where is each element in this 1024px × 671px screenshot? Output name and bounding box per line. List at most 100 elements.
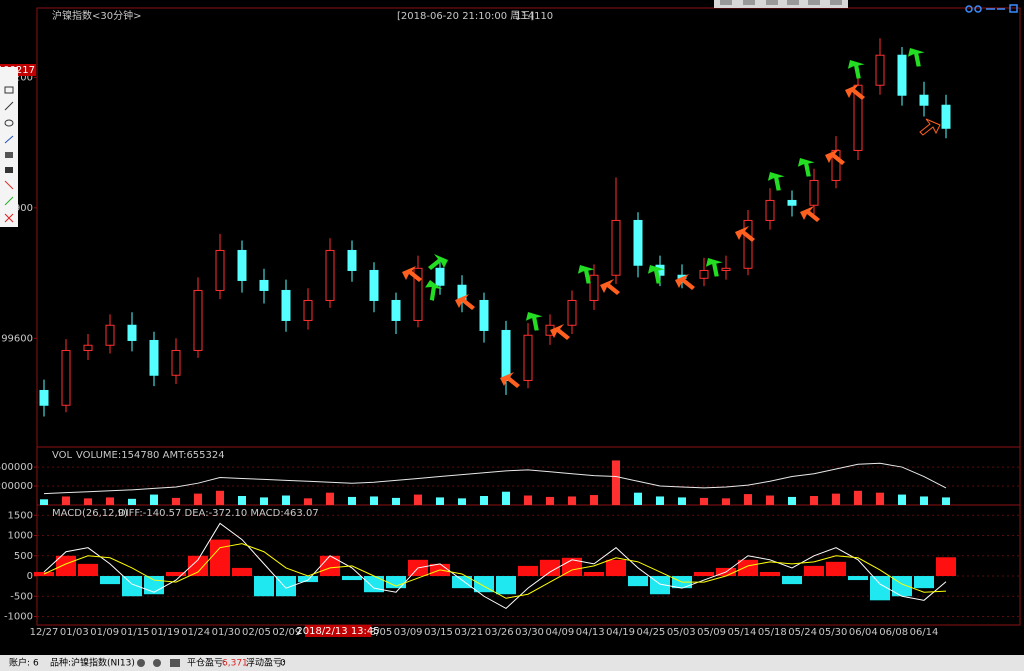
line-tool[interactable] (4, 101, 14, 111)
delete-tool[interactable] (4, 213, 14, 223)
volume-bar (612, 460, 620, 505)
volume-bar (480, 495, 488, 505)
account-label: 账户: (9, 657, 30, 669)
macd-bar (254, 576, 274, 597)
tool-button[interactable] (766, 0, 778, 5)
candle-body (391, 299, 401, 321)
tool-button[interactable] (720, 0, 732, 5)
buy-arrow (847, 60, 865, 79)
save-tool[interactable] (5, 167, 13, 173)
panel-title: MACD(26,12,9) (52, 508, 128, 519)
macd-bar (100, 576, 120, 585)
volume-bar (62, 496, 70, 505)
y-tick-label: 99600 (1, 333, 33, 344)
volume-bar (326, 492, 334, 505)
y-tick-label: 0 (27, 571, 33, 582)
x-tick-label: 01/30 (212, 627, 241, 638)
candle-body (413, 267, 423, 321)
x-tick-label: 02/09 (272, 627, 301, 638)
candle-body (501, 329, 511, 381)
volume-bar (744, 494, 752, 505)
volume-bar (150, 494, 158, 505)
zoom-out[interactable] (974, 5, 982, 13)
account[interactable]: 6 (33, 659, 39, 669)
candle-body (215, 249, 225, 291)
x-tick-label: 01/09 (90, 627, 119, 638)
crosshair-date: 2018/2/13 13:45 (296, 626, 379, 637)
volume-bar (656, 496, 664, 505)
sell-arrow (919, 118, 941, 136)
buy-arrow (797, 158, 815, 177)
volume-bar (172, 497, 180, 505)
float-pnl: 0 (280, 659, 286, 669)
candle-body (479, 299, 489, 331)
pen-tool[interactable] (4, 135, 14, 144)
macd-bar (782, 576, 802, 585)
minus-button[interactable] (137, 659, 145, 667)
volume-bar (128, 498, 136, 505)
tool-button[interactable] (808, 0, 820, 5)
volume-bar (722, 498, 730, 505)
volume-bar (678, 497, 686, 505)
crosshair-date-box (305, 625, 371, 637)
y-tick-label: -500 (10, 591, 33, 602)
sell-tool[interactable] (4, 180, 14, 190)
sell-arrow (845, 84, 865, 100)
macd-bar (474, 576, 494, 593)
tool-button[interactable] (830, 0, 842, 5)
macd-bar (386, 576, 406, 589)
candle-body (105, 324, 115, 346)
sell-arrow (500, 372, 520, 388)
candle-body (567, 299, 577, 326)
symbol[interactable]: 沪镍指数(NI13) (71, 657, 135, 669)
datetime: [2018-06-20 21:10:00 周三] (397, 10, 534, 22)
y-tick-label: 1000 (8, 531, 33, 542)
volume-bar (216, 490, 224, 505)
closed-pnl-label: 平仓盈亏: (187, 657, 226, 669)
macd-bar (694, 571, 714, 577)
buy-arrow (767, 172, 785, 191)
plus-button[interactable] (153, 659, 161, 667)
draw-toolbar (0, 67, 18, 227)
tool-button[interactable] (743, 0, 755, 5)
buy-tool[interactable] (4, 196, 14, 206)
sell-arrow (455, 294, 475, 310)
candle-body (171, 349, 181, 376)
macd-bar (848, 576, 868, 581)
x-tick-label: 05/24 (788, 627, 817, 638)
candle-body (347, 249, 357, 271)
restore[interactable] (1009, 4, 1018, 13)
macd-bar (122, 576, 142, 597)
candle-body (523, 334, 533, 381)
buy-arrow (525, 312, 543, 331)
zoom-in[interactable] (965, 5, 973, 13)
macd-bar (804, 565, 824, 577)
y-tick-label: 200000 (0, 481, 33, 492)
volume-bar (920, 496, 928, 505)
fill-tool[interactable] (5, 152, 13, 158)
chart-title: 沪镍指数<30分钟> (52, 9, 141, 22)
rect-tool[interactable] (4, 86, 14, 94)
candle-body (237, 249, 247, 281)
candle-body (721, 267, 731, 271)
volume-bar (854, 490, 862, 505)
macd-bar (276, 576, 296, 597)
macd-bar (936, 557, 956, 577)
macd-bar (760, 571, 780, 577)
x-tick-label: 01/24 (181, 627, 210, 638)
settings-button[interactable] (170, 659, 180, 667)
sell-arrow (675, 274, 695, 290)
sell-arrow (600, 279, 620, 295)
x-tick-label: 01/15 (121, 627, 150, 638)
status-bar: 账户: 6 品种: 沪镍指数(NI13) 平仓盈亏: 6,371 浮动盈亏: 0 (0, 655, 1024, 671)
candle-body (149, 339, 159, 376)
tool-button[interactable] (787, 0, 799, 5)
macd-bar (298, 576, 318, 583)
candle-body (699, 269, 709, 279)
x-tick-label: 01/19 (151, 627, 180, 638)
candle-body (259, 279, 269, 291)
candle-body (897, 54, 907, 96)
y-tick-label: 500 (14, 551, 33, 562)
ellipse-tool[interactable] (4, 119, 14, 127)
x-tick-label: 05/03 (667, 627, 696, 638)
